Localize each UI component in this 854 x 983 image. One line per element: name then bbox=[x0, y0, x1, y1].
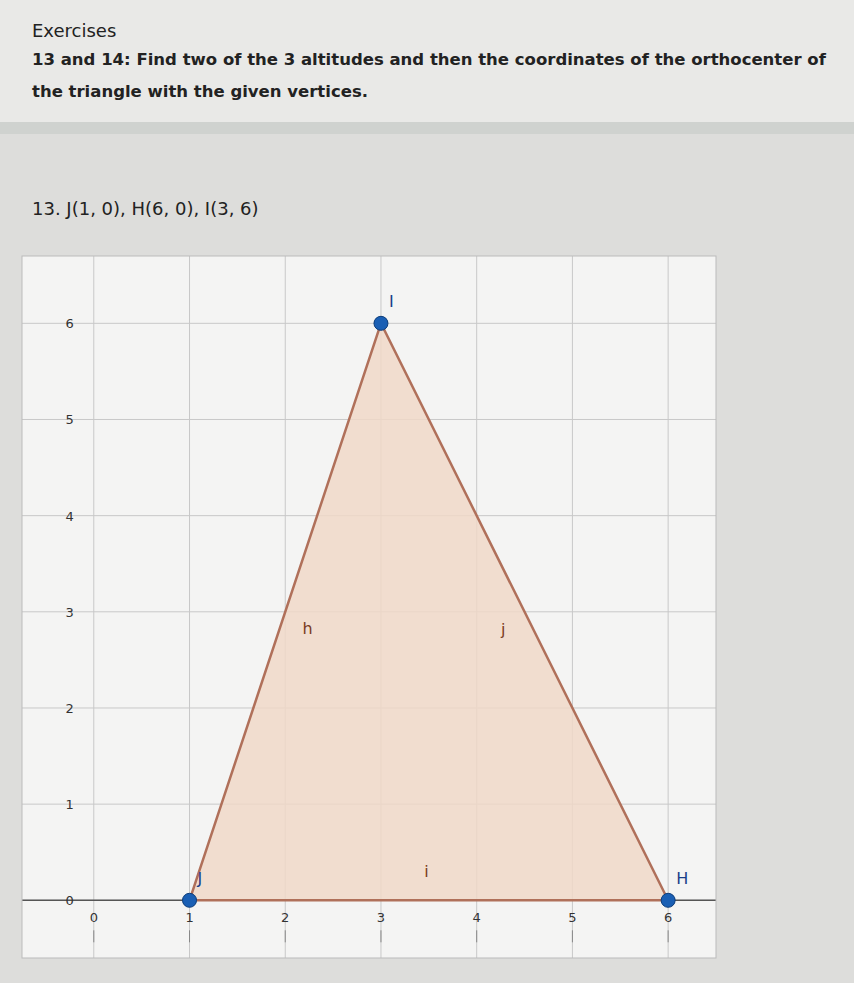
x-tick-label: 1 bbox=[185, 910, 193, 925]
vertex-point bbox=[374, 316, 388, 330]
x-tick bbox=[189, 930, 190, 942]
x-tick-label: 5 bbox=[568, 910, 576, 925]
plot-frame bbox=[22, 256, 716, 958]
x-tick-label: 4 bbox=[473, 910, 481, 925]
y-tick-label: 0 bbox=[66, 893, 74, 908]
grid-line-x bbox=[189, 256, 190, 958]
x-tick bbox=[285, 930, 286, 942]
vertex-point bbox=[661, 893, 675, 907]
plot-area bbox=[22, 256, 716, 958]
instructions: 13 and 14: Find two of the 3 altitudes a… bbox=[32, 44, 842, 108]
x-tick bbox=[572, 930, 573, 942]
vertex-label: H bbox=[676, 869, 688, 888]
x-tick bbox=[93, 930, 94, 942]
x-tick-label: 2 bbox=[281, 910, 289, 925]
y-tick-label: 3 bbox=[66, 605, 74, 620]
grid-line-x bbox=[668, 256, 669, 958]
data-group bbox=[183, 316, 676, 907]
y-tick-label: 2 bbox=[66, 701, 74, 716]
y-tick-label: 4 bbox=[66, 509, 74, 524]
grid-line-x bbox=[93, 256, 94, 958]
triangle bbox=[190, 323, 669, 900]
x-tick bbox=[476, 930, 477, 942]
x-tick-label: 0 bbox=[90, 910, 98, 925]
grid-line-y bbox=[22, 323, 716, 324]
vertex-label: I bbox=[389, 292, 394, 311]
problem: 13. J(1, 0), H(6, 0), I(3, 6) bbox=[32, 198, 259, 219]
y-tick-label: 1 bbox=[66, 797, 74, 812]
edge-label: i bbox=[424, 862, 428, 881]
y-tick-label: 5 bbox=[66, 412, 74, 427]
x-tick-label: 6 bbox=[664, 910, 672, 925]
edge-label: j bbox=[500, 620, 505, 639]
x-tick bbox=[668, 930, 669, 942]
x-tick bbox=[380, 930, 381, 942]
y-tick-label: 6 bbox=[66, 316, 74, 331]
vertex-label: J bbox=[197, 869, 203, 888]
title: Exercises bbox=[32, 20, 116, 41]
vertex-point bbox=[183, 893, 197, 907]
chart: 0 1 2 3 4 5 6 0 1 2 3 4 5 6 J H Ii j h bbox=[0, 0, 854, 983]
x-tick-label: 3 bbox=[377, 910, 385, 925]
edge-label: h bbox=[303, 619, 313, 638]
